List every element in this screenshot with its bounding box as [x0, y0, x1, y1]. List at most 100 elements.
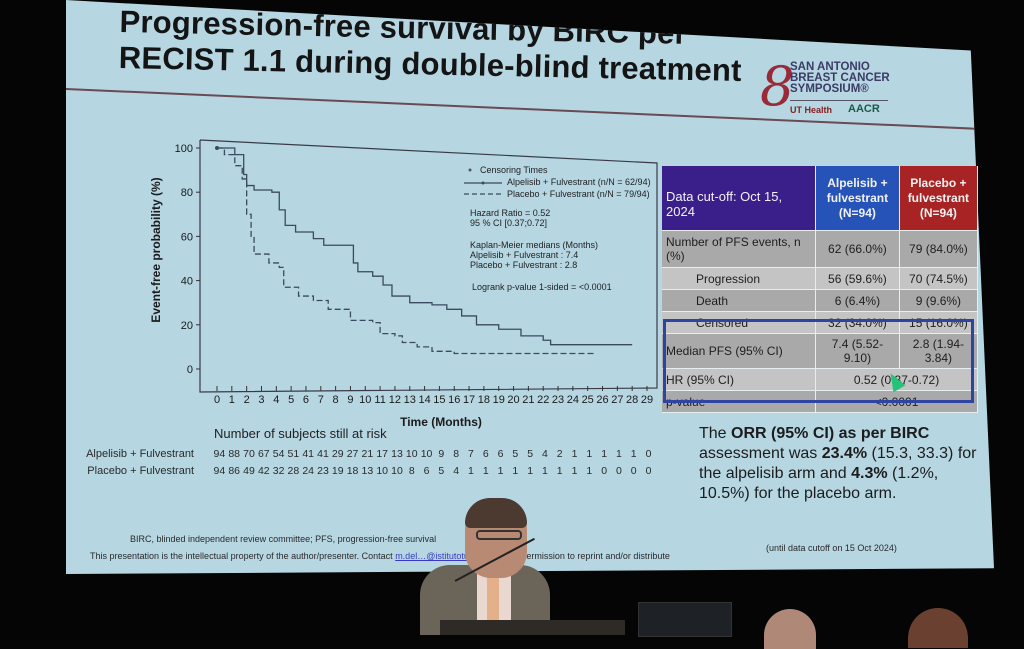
- x-tick-label: 26: [596, 394, 608, 406]
- at-risk-count: 41: [302, 448, 315, 460]
- cell-alpelisib: 6 (6.4%): [815, 289, 900, 312]
- cell-hr: 0.52 (0.37-0.72): [815, 368, 978, 391]
- stage-monitor: [638, 602, 732, 637]
- orr-placebo-value: 4.3%: [851, 465, 888, 482]
- x-tick-label: 9: [347, 394, 353, 406]
- at-risk-count: 27: [346, 448, 359, 460]
- at-risk-count: 1: [571, 448, 578, 460]
- ip-text: This presentation is the intellectual pr…: [90, 551, 396, 561]
- at-risk-count: 5: [438, 465, 445, 477]
- orr-summary: The ORR (95% CI) as per BIRC assessment …: [699, 424, 989, 504]
- at-risk-row-label: Placebo + Fulvestrant: [87, 465, 194, 477]
- table-row: HR (95% CI) 0.52 (0.37-0.72): [662, 368, 978, 391]
- at-risk-count: 1: [542, 465, 548, 477]
- at-risk-count: 7: [468, 448, 474, 460]
- at-risk-count: 1: [601, 448, 608, 460]
- km-median-placebo: Placebo + Fulvestrant : 2.8: [470, 260, 577, 270]
- ut-health-logo: UT Health: [790, 105, 833, 115]
- at-risk-count: 4: [542, 448, 548, 460]
- x-tick-label: 1: [229, 394, 235, 406]
- x-tick-label: 3: [258, 394, 264, 406]
- chart-legend: Censoring Times Alpelisib + Fulvestrant …: [464, 165, 651, 292]
- at-risk-count: 9: [438, 448, 445, 460]
- hazard-ratio-text: Hazard Ratio = 0.52: [470, 208, 550, 218]
- at-risk-count: 24: [302, 465, 315, 477]
- at-risk-count: 13: [391, 448, 403, 460]
- at-risk-count: 5: [512, 448, 519, 460]
- x-tick-label: 2: [244, 394, 250, 406]
- at-risk-count: 29: [331, 448, 344, 460]
- ci-text: 95 % CI [0.37;0.72]: [470, 218, 547, 228]
- orr-text: assessment was: [699, 445, 822, 462]
- logo-divider: [790, 100, 888, 101]
- header-alpelisib: Alpelisib + fulvestrant (N=94): [815, 166, 900, 231]
- row-label: Number of PFS events, n (%): [662, 230, 817, 268]
- at-risk-count: 13: [361, 465, 374, 477]
- row-label: Median PFS (95% CI): [662, 333, 817, 369]
- cell-placebo: 15 (16.0%): [899, 311, 979, 334]
- table-row: Median PFS (95% CI) 7.4 (5.52-9.10) 2.8 …: [662, 333, 979, 369]
- logo-line-2: BREAST CANCER: [790, 72, 890, 84]
- orr-text: (15.3, 33.3) for the alpelisib arm and: [699, 445, 977, 482]
- row-label: HR (95% CI): [662, 368, 817, 391]
- at-risk-count: 6: [497, 448, 504, 460]
- y-tick-label: 80: [181, 187, 193, 199]
- at-risk-count: 28: [287, 465, 300, 477]
- cell-alpelisib: 56 (59.6%): [815, 267, 900, 290]
- orr-alpelisib-value: 23.4%: [821, 445, 868, 462]
- data-cutoff-note: (until data cutoff on 15 Oct 2024): [766, 543, 897, 553]
- at-risk-count: 18: [346, 465, 359, 477]
- x-tick-label: 28: [626, 394, 638, 406]
- at-risk-count: 4: [453, 465, 460, 477]
- x-tick-label: 13: [404, 394, 416, 406]
- x-tick-label: 8: [333, 394, 339, 406]
- at-risk-count: 41: [317, 448, 329, 460]
- pfs-summary-table: Data cut-off: Oct 15, 2024 Alpelisib + f…: [662, 166, 979, 413]
- x-tick-label: 20: [507, 394, 519, 406]
- at-risk-count: 67: [257, 448, 270, 460]
- x-tick-label: 14: [418, 394, 430, 406]
- placebo-curve: [217, 147, 596, 355]
- kaplan-meier-chart: Event-free probability (%) 020406080100 …: [149, 139, 658, 429]
- speaker-hair: [465, 498, 527, 528]
- highlight-box: [663, 319, 974, 403]
- at-risk-count: 32: [272, 465, 285, 477]
- at-risk-count: 10: [391, 465, 403, 477]
- y-tick-label: 100: [175, 143, 193, 155]
- at-risk-count: 1: [586, 465, 593, 477]
- table-row: Number of PFS events, n (%) 62 (66.0%) 7…: [662, 230, 979, 268]
- legend-censor: Censoring Times: [480, 165, 548, 175]
- at-risk-count: 94: [213, 465, 226, 477]
- at-risk-count: 2: [556, 448, 563, 460]
- x-tick-label: 24: [567, 394, 579, 406]
- at-risk-count: 0: [601, 465, 608, 477]
- at-risk-count: 70: [243, 448, 255, 460]
- x-tick-label: 12: [389, 394, 401, 406]
- header-data-cutoff: Data cut-off: Oct 15, 2024: [662, 166, 817, 231]
- row-label: Death: [662, 289, 817, 312]
- at-risk-count: 1: [468, 465, 474, 477]
- plot-frame: [199, 139, 658, 393]
- cell-placebo: 9 (9.6%): [899, 289, 979, 312]
- at-risk-count: 1: [586, 448, 593, 460]
- y-axis-ticks: 0 20 40 60 80 100: [175, 143, 200, 376]
- table-row: Death 6 (6.4%) 9 (9.6%): [662, 289, 979, 312]
- x-tick-label: 15: [433, 394, 445, 406]
- y-tick-label: 40: [181, 276, 193, 288]
- at-risk-count: 54: [272, 448, 285, 460]
- at-risk-count: 17: [376, 448, 388, 460]
- y-axis-label: Event-free probability (%): [149, 177, 163, 322]
- x-tick-label: 6: [303, 394, 309, 406]
- at-risk-count: 1: [497, 465, 504, 477]
- contact-email-link[interactable]: m.del…@istitutotumori.na.it: [395, 551, 506, 561]
- row-label: Progression: [662, 267, 817, 290]
- at-risk-count: 8: [453, 448, 460, 460]
- at-risk-count: 1: [482, 465, 489, 477]
- x-tick-label: 4: [273, 394, 279, 406]
- at-risk-count: 42: [257, 465, 270, 477]
- x-tick-label: 29: [641, 394, 653, 406]
- podium: [440, 620, 625, 635]
- x-tick-label: 10: [359, 394, 371, 406]
- x-axis-ticks: 0 1 2 3 4 5 6 7 8 9 10 11 12 13 14 15 16 17 18 19 20 21 22 23 24…: [214, 386, 653, 406]
- at-risk-count: 1: [527, 465, 534, 477]
